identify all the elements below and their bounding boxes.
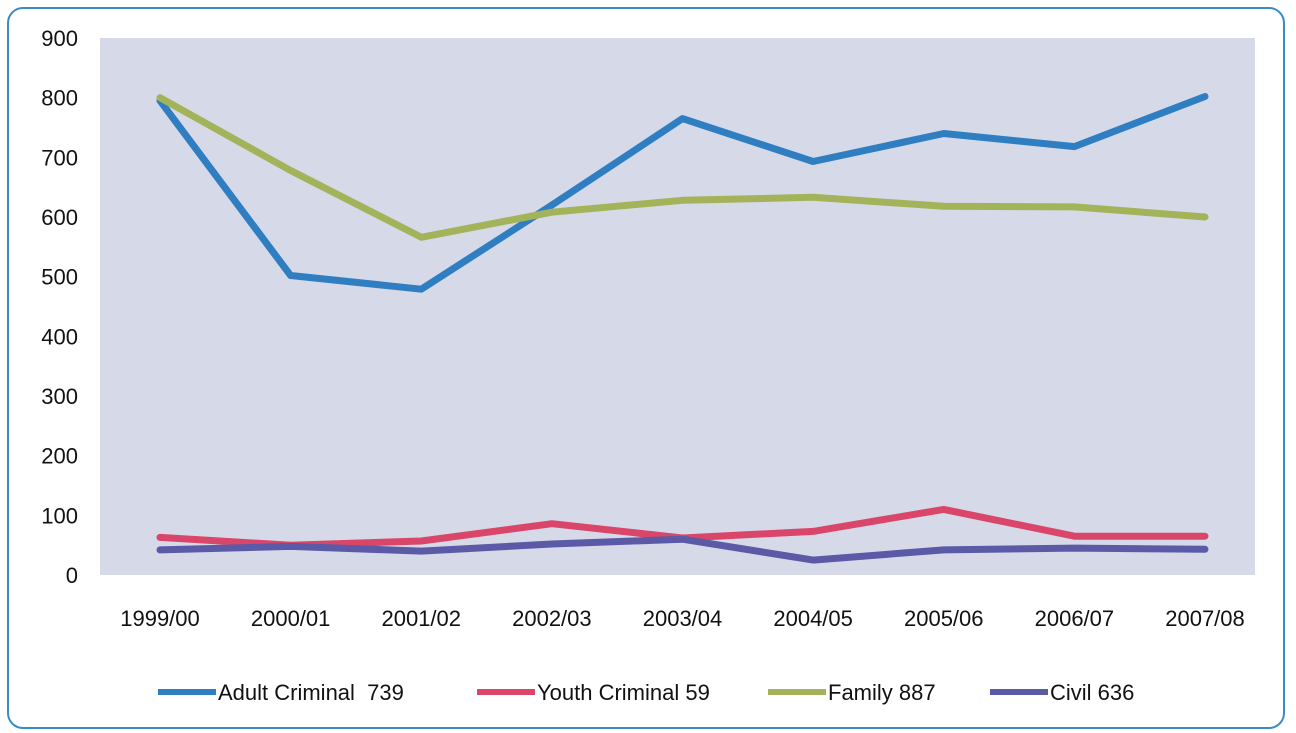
y-tick-label: 500 [41, 265, 78, 290]
y-tick-label: 0 [66, 563, 78, 588]
x-tick-label: 2005/06 [904, 606, 984, 631]
x-tick-label: 2007/08 [1165, 606, 1245, 631]
y-tick-label: 600 [41, 205, 78, 230]
y-axis: 0 100 200 300 400 500 600 700 800 900 [41, 26, 78, 588]
x-axis: 1999/00 2000/01 2001/02 2002/03 2003/04 2004/… [120, 606, 1245, 631]
x-tick-label: 2001/02 [381, 606, 461, 631]
x-tick-label: 2000/01 [251, 606, 331, 631]
series-line-4 [156, 535, 1209, 564]
x-tick-label: 2003/04 [643, 606, 723, 631]
y-tick-label: 200 [41, 444, 78, 469]
plot-area [100, 38, 1255, 575]
legend-label-3: Family 887 [828, 680, 936, 705]
x-tick-label: 2006/07 [1035, 606, 1115, 631]
x-tick-label: 2004/05 [773, 606, 853, 631]
x-tick-label: 2002/03 [512, 606, 592, 631]
legend-label-1: Adult Criminal 739 [218, 680, 404, 705]
legend: Adult Criminal 739 Youth Criminal 59 Famil… [158, 680, 1134, 705]
legend-label-4: Civil 636 [1050, 680, 1134, 705]
series-lines [156, 93, 1209, 564]
legend-label-2: Youth Criminal 59 [537, 680, 710, 705]
y-tick-label: 300 [41, 384, 78, 409]
x-tick-label: 1999/00 [120, 606, 200, 631]
y-tick-label: 100 [41, 503, 78, 528]
series-line-3 [156, 94, 1209, 241]
y-tick-label: 900 [41, 26, 78, 51]
series-line-1 [156, 93, 1209, 293]
y-tick-label: 800 [41, 86, 78, 111]
y-tick-label: 700 [41, 145, 78, 170]
y-tick-label: 400 [41, 324, 78, 349]
